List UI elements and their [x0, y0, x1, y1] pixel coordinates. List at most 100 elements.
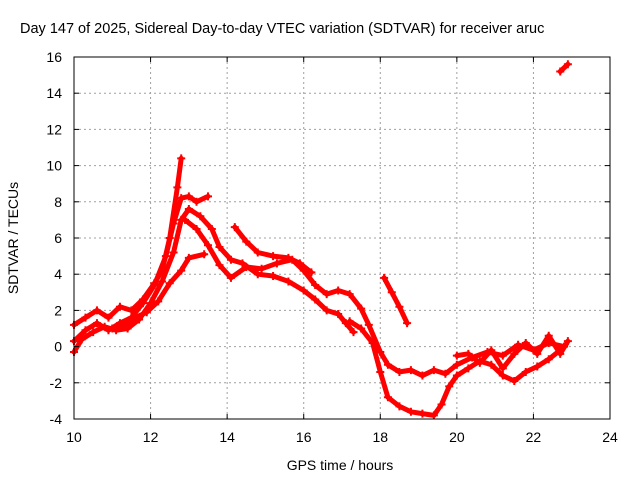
y-tick-label: 10: [46, 158, 62, 174]
series-2: [70, 192, 212, 346]
data-point: [311, 295, 320, 304]
data-point: [380, 273, 389, 282]
data-point: [215, 243, 224, 252]
x-tick-label: 18: [372, 429, 388, 445]
data-point: [322, 306, 331, 315]
data-point: [169, 219, 178, 228]
data-point: [429, 366, 438, 375]
data-point: [226, 255, 235, 264]
data-point: [142, 308, 151, 317]
series-line: [71, 155, 184, 328]
data-point: [242, 262, 251, 271]
data-point: [383, 393, 392, 402]
data-point: [169, 248, 178, 257]
data-point: [192, 224, 201, 233]
data-point: [498, 371, 507, 380]
data-point: [544, 331, 553, 340]
data-point: [192, 197, 201, 206]
data-point: [498, 351, 507, 360]
data-point: [257, 264, 266, 273]
data-point: [184, 205, 193, 214]
y-tick-label: 14: [46, 85, 62, 101]
data-point: [334, 286, 343, 295]
y-tick-label: 8: [54, 194, 62, 210]
y-tick-label: 12: [46, 121, 62, 137]
data-point: [215, 261, 224, 270]
data-point: [395, 402, 404, 411]
plot-area: [70, 60, 572, 420]
data-point: [230, 223, 239, 232]
series-8: [452, 331, 572, 373]
data-point: [322, 290, 331, 299]
series-line: [381, 275, 410, 326]
data-point: [177, 154, 186, 163]
data-point: [92, 319, 101, 328]
data-point: [204, 241, 212, 250]
series-9: [380, 273, 412, 328]
data-point: [510, 349, 519, 358]
data-point: [357, 304, 366, 313]
data-point: [345, 317, 354, 326]
data-point: [311, 281, 320, 290]
data-point: [253, 248, 262, 257]
data-point: [200, 250, 209, 259]
data-point: [498, 364, 507, 373]
data-point: [253, 270, 262, 279]
data-point: [154, 297, 163, 306]
series-7: [345, 317, 565, 420]
data-point: [177, 194, 186, 203]
data-point: [383, 360, 392, 369]
x-tick-label: 10: [66, 429, 82, 445]
data-point: [184, 253, 193, 262]
data-point: [563, 337, 572, 346]
data-point: [181, 215, 190, 224]
data-point: [521, 338, 530, 347]
data-point: [437, 400, 446, 409]
data-point: [165, 279, 174, 288]
data-point: [510, 376, 519, 385]
data-point: [138, 299, 147, 308]
data-point: [242, 237, 251, 246]
data-point: [345, 290, 354, 299]
data-point: [387, 288, 396, 297]
data-point: [284, 277, 293, 286]
data-point: [334, 310, 343, 319]
data-point: [533, 362, 542, 371]
x-axis: 10 12 14 16 18 20 22 24: [66, 57, 618, 445]
data-point: [184, 192, 193, 201]
x-tick-label: 14: [219, 429, 235, 445]
series-10: [556, 60, 572, 76]
data-point: [368, 338, 377, 347]
data-point: [521, 367, 530, 376]
data-point: [131, 313, 140, 322]
data-point: [364, 320, 373, 329]
data-point: [81, 313, 90, 322]
data-point: [307, 268, 316, 277]
data-point: [100, 322, 109, 331]
data-point: [92, 306, 101, 315]
data-point: [406, 407, 415, 416]
chart-title: Day 147 of 2025, Sidereal Day-to-day VTE…: [20, 21, 544, 37]
x-tick-label: 12: [143, 429, 159, 445]
data-point: [150, 281, 159, 290]
data-point: [196, 212, 205, 221]
data-point: [563, 60, 572, 69]
data-point: [81, 326, 90, 335]
data-point: [533, 349, 542, 358]
data-point: [299, 286, 308, 295]
series-4: [108, 250, 209, 333]
data-point: [207, 224, 216, 233]
data-point: [158, 277, 167, 286]
data-point: [556, 349, 565, 358]
y-axis: -4 -2 0 2 4 6 8 10 12 14 16: [46, 49, 610, 427]
y-tick-label: -4: [50, 411, 63, 427]
data-point: [452, 371, 461, 380]
y-tick-label: 2: [54, 302, 62, 318]
data-point: [77, 335, 86, 344]
data-point: [556, 67, 565, 76]
data-point: [349, 328, 358, 337]
data-point: [272, 259, 281, 268]
data-point: [418, 371, 427, 380]
data-point: [89, 328, 98, 337]
